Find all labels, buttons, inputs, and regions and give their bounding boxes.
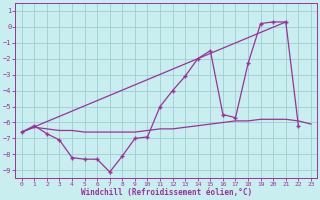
X-axis label: Windchill (Refroidissement éolien,°C): Windchill (Refroidissement éolien,°C) [81, 188, 252, 197]
